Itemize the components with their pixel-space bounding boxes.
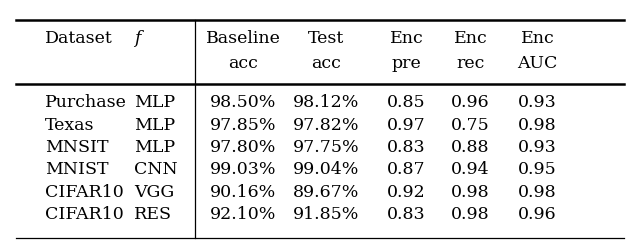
Text: acc: acc — [228, 55, 258, 72]
Text: 91.85%: 91.85% — [293, 206, 360, 223]
Text: Enc: Enc — [454, 30, 487, 47]
Text: Test: Test — [308, 30, 344, 47]
Text: 97.85%: 97.85% — [210, 117, 276, 134]
Text: CNN: CNN — [134, 161, 178, 178]
Text: rec: rec — [456, 55, 484, 72]
Text: 0.98: 0.98 — [518, 117, 557, 134]
Text: MLP: MLP — [134, 139, 175, 156]
Text: 0.83: 0.83 — [387, 206, 426, 223]
Text: 97.82%: 97.82% — [293, 117, 360, 134]
Text: 0.85: 0.85 — [387, 94, 426, 111]
Text: 0.83: 0.83 — [387, 139, 426, 156]
Text: CIFAR10: CIFAR10 — [45, 184, 124, 201]
Text: 0.98: 0.98 — [451, 206, 490, 223]
Text: 97.75%: 97.75% — [293, 139, 360, 156]
Text: 0.98: 0.98 — [518, 184, 557, 201]
Text: 0.87: 0.87 — [387, 161, 426, 178]
Text: Dataset: Dataset — [45, 30, 113, 47]
Text: AUC: AUC — [517, 55, 558, 72]
Text: MNIST: MNIST — [45, 161, 108, 178]
Text: acc: acc — [312, 55, 341, 72]
Text: 0.75: 0.75 — [451, 117, 490, 134]
Text: 99.04%: 99.04% — [293, 161, 360, 178]
Text: MNSIT: MNSIT — [45, 139, 108, 156]
Text: CIFAR10: CIFAR10 — [45, 206, 124, 223]
Text: MLP: MLP — [134, 117, 175, 134]
Text: 97.80%: 97.80% — [210, 139, 276, 156]
Text: 99.03%: 99.03% — [210, 161, 276, 178]
Text: 0.94: 0.94 — [451, 161, 490, 178]
Text: 0.96: 0.96 — [451, 94, 490, 111]
Text: pre: pre — [392, 55, 421, 72]
Text: Enc: Enc — [521, 30, 554, 47]
Text: 98.12%: 98.12% — [293, 94, 360, 111]
Text: 0.97: 0.97 — [387, 117, 426, 134]
Text: Texas: Texas — [45, 117, 94, 134]
Text: MLP: MLP — [134, 94, 175, 111]
Text: 0.93: 0.93 — [518, 94, 557, 111]
Text: Purchase: Purchase — [45, 94, 127, 111]
Text: f: f — [134, 30, 141, 47]
Text: RES: RES — [134, 206, 172, 223]
Text: 0.93: 0.93 — [518, 139, 557, 156]
Text: 0.95: 0.95 — [518, 161, 557, 178]
Text: Baseline: Baseline — [206, 30, 280, 47]
Text: 98.50%: 98.50% — [210, 94, 276, 111]
Text: 90.16%: 90.16% — [210, 184, 276, 201]
Text: Enc: Enc — [390, 30, 423, 47]
Text: 92.10%: 92.10% — [210, 206, 276, 223]
Text: 0.88: 0.88 — [451, 139, 490, 156]
Text: 0.98: 0.98 — [451, 184, 490, 201]
Text: VGG: VGG — [134, 184, 175, 201]
Text: 0.96: 0.96 — [518, 206, 557, 223]
Text: 89.67%: 89.67% — [293, 184, 360, 201]
Text: 0.92: 0.92 — [387, 184, 426, 201]
